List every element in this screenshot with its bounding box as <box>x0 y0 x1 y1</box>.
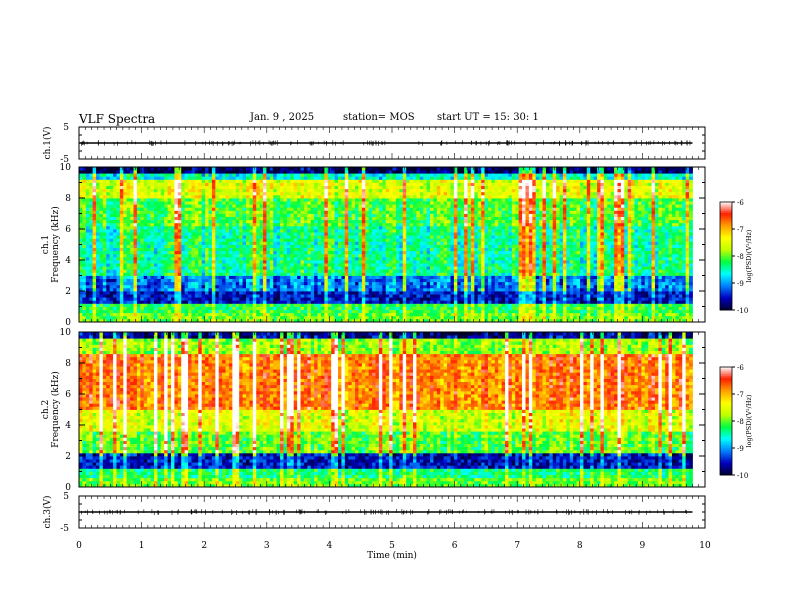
ch1-spectrogram-ylabel-freq: Frequency (kHz) <box>50 206 61 283</box>
figure-title: VLF Spectra <box>79 112 156 126</box>
xtick-label: 8 <box>577 541 583 551</box>
ch2-spectrogram-colorbar-label: log(PSD)(V²/Hz) <box>745 394 753 447</box>
ch2-spectrogram-colorbar-tick: -10 <box>737 472 748 480</box>
xtick-label: 1 <box>139 541 145 551</box>
xtick-label: 9 <box>640 541 646 551</box>
ch1-spectrogram-cells <box>79 167 693 323</box>
ch1-spectrogram-ytick: 4 <box>65 256 71 266</box>
ch1-spectrogram-panel: 0 2 4 6 8 10 ch.1 Frequency (kHz) -6 -7 -8 -9 -10 log… <box>41 163 753 328</box>
ch2-spectrogram-ytick: 4 <box>65 421 71 431</box>
ch1-spectrogram-ytick: 8 <box>65 194 71 204</box>
ch1-spectrogram-colorbar-tick: -7 <box>737 226 744 234</box>
xtick-label: 10 <box>699 541 711 551</box>
ch2-spectrogram-cells <box>79 332 693 488</box>
ch1-waveform-ytick: 5 <box>63 123 69 133</box>
ch2-spectrogram-colorbar-tick: -8 <box>737 418 744 426</box>
xtick-label: 6 <box>452 541 458 551</box>
ch3-waveform-panel: 5 -5 ch.3(V) <box>42 492 706 534</box>
xtick-label: 2 <box>201 541 207 551</box>
ch1-waveform-ytick: -5 <box>60 155 69 165</box>
ch2-spectrogram-ytick: 0 <box>65 483 71 493</box>
ch3-waveform-ylabel: ch.3(V) <box>42 496 53 529</box>
ch2-spectrogram-ytick: 6 <box>65 390 71 400</box>
ch2-spectrogram-ylabel-freq: Frequency (kHz) <box>50 371 61 448</box>
xtick-label: 3 <box>264 541 270 551</box>
ch2-spectrogram-colorbar-tick: -9 <box>737 445 744 453</box>
ch2-spectrogram-colorbar-tick: -7 <box>737 391 744 399</box>
ch1-spectrogram-colorbar-tick: -8 <box>737 253 744 261</box>
ch1-spectrogram-colorbar-tick: -9 <box>737 280 744 288</box>
ch1-spectrogram-colorbar-tick: -6 <box>737 199 744 207</box>
ch1-spectrogram-ytick: 2 <box>65 287 71 297</box>
ch2-spectrogram-ytick: 2 <box>65 452 71 462</box>
ch1-spectrogram-colorbar-label: log(PSD)(V²/Hz) <box>745 229 753 282</box>
xtick-label: 4 <box>327 541 333 551</box>
date-label: Jan. 9 , 2025 <box>250 112 315 123</box>
ch2-spectrogram-ytick: 8 <box>65 359 71 369</box>
xtick-label: 0 <box>76 541 82 551</box>
ch3-waveform-ytick: 5 <box>63 492 69 502</box>
xtick-label: 5 <box>389 541 395 551</box>
ch2-spectrogram-ytick: 10 <box>60 328 72 338</box>
ch1-spectrogram-ytick: 0 <box>65 318 71 328</box>
ch3-waveform-ytick: -5 <box>60 524 69 534</box>
ch1-spectrogram-ytick: 6 <box>65 225 71 235</box>
ch2-spectrogram-colorbar: -6 -7 -8 -9 -10 log(PSD)(V²/Hz) <box>719 364 753 480</box>
xtick-label: 7 <box>514 541 520 551</box>
ch1-waveform-ylabel: ch.1(V) <box>42 127 53 160</box>
ch1-spectrogram-ylabel-channel: ch.1 <box>41 235 51 254</box>
ch2-spectrogram-ylabel-channel: ch.2 <box>41 400 51 419</box>
ch2-spectrogram-panel: 0 2 4 6 8 10 ch.2 Frequency (kHz) -6 -7 -8 -9 -10 log… <box>41 328 753 493</box>
station-label: station= MOS <box>343 112 415 123</box>
ch1-spectrogram-colorbar: -6 -7 -8 -9 -10 log(PSD)(V²/Hz) <box>719 199 753 315</box>
ch2-spectrogram-colorbar-tick: -6 <box>737 364 744 372</box>
x-axis-label: Time (min) <box>367 550 417 561</box>
ch1-spectrogram-ytick: 10 <box>60 163 72 173</box>
start-time-label: start UT = 15: 30: 1 <box>437 112 539 123</box>
ch1-waveform-panel: 5 -5 ch.1(V) <box>42 123 706 165</box>
ch1-spectrogram-colorbar-tick: -10 <box>737 307 748 315</box>
